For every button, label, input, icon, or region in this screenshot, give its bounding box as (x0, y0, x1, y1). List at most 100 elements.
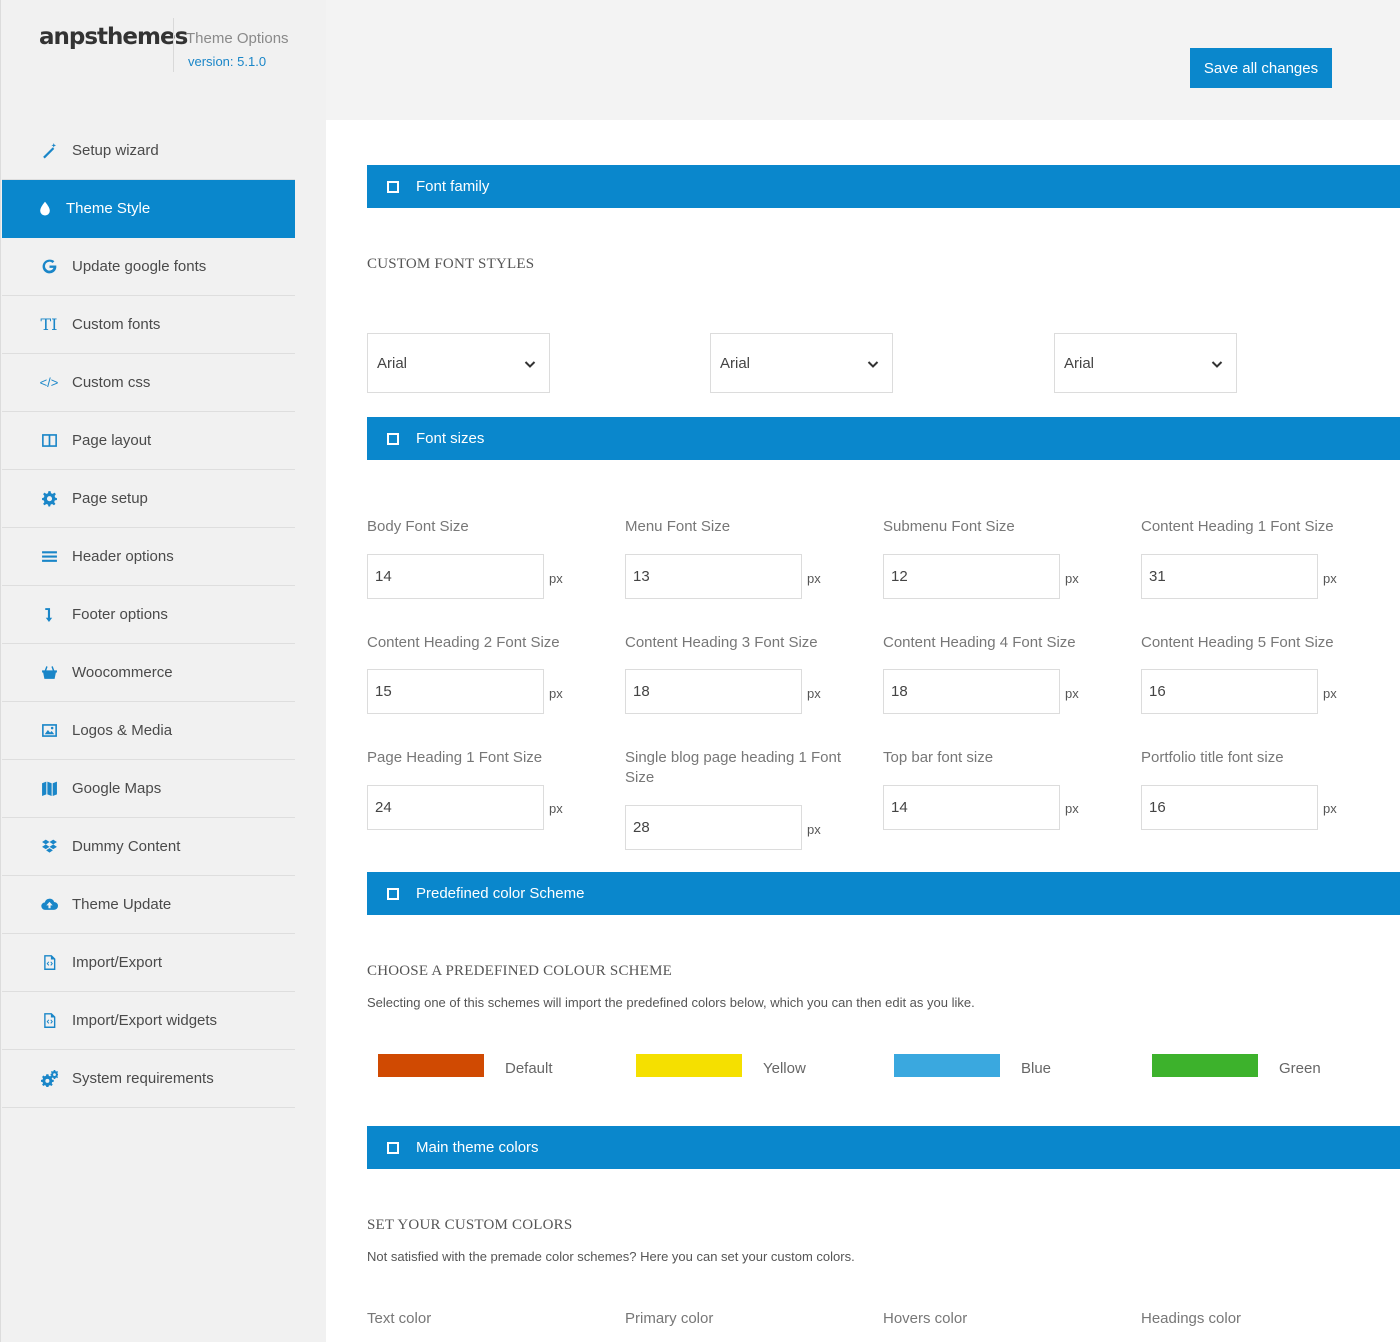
single-blog-heading-font-size-input[interactable] (625, 805, 802, 850)
unit-label: px (549, 686, 563, 701)
sidebar-item-logos-media[interactable]: Logos & Media (2, 702, 295, 760)
unit-label: px (807, 686, 821, 701)
swatch-default[interactable] (378, 1054, 484, 1077)
sidebar-item-page-layout[interactable]: Page layout (2, 412, 295, 470)
cogs-icon (38, 1070, 60, 1088)
font-select-3[interactable]: Arial (1054, 333, 1237, 393)
top-bar-font-size-input[interactable] (883, 785, 1060, 830)
sidebar-item-custom-css[interactable]: </> Custom css (2, 354, 295, 412)
section-header-font-sizes[interactable]: Font sizes (367, 417, 1400, 460)
sidebar-item-theme-update[interactable]: Theme Update (2, 876, 295, 934)
sidebar-item-label: Import/Export widgets (72, 1012, 218, 1029)
brand-logo: anpsthemes (39, 24, 188, 50)
sidebar-item-setup-wizard[interactable]: Setup wizard (2, 122, 295, 180)
sidebar-item-label: Theme Update (72, 896, 172, 913)
field-label: Content Heading 3 Font Size (625, 634, 818, 651)
image-icon (38, 722, 60, 740)
menu-font-size-input[interactable] (625, 554, 802, 599)
page-heading-1-font-size-input[interactable] (367, 785, 544, 830)
sidebar-item-header-options[interactable]: Header options (2, 528, 295, 586)
color-label-primary: Primary color (625, 1310, 714, 1327)
field-label: Content Heading 2 Font Size (367, 634, 560, 651)
sidebar-item-label: Custom css (72, 374, 151, 391)
content-heading-3-font-size-input[interactable] (625, 669, 802, 714)
sidebar-item-label: Woocommerce (72, 664, 173, 681)
cloud-upload-icon (38, 896, 60, 914)
sidebar-item-system-requirements[interactable]: System requirements (2, 1050, 295, 1108)
chevron-down-icon (524, 361, 536, 368)
save-all-changes-button[interactable]: Save all changes (1190, 48, 1332, 88)
droplet-icon (38, 200, 52, 218)
field-label: Submenu Font Size (883, 518, 1015, 535)
submenu-font-size-input[interactable] (883, 554, 1060, 599)
unit-label: px (549, 801, 563, 816)
sidebar-item-label: Google Maps (72, 780, 162, 797)
content-heading-1-font-size-input[interactable] (1141, 554, 1318, 599)
sidebar-item-label: Page layout (72, 432, 152, 449)
chevron-down-icon (867, 361, 879, 368)
field-label: Body Font Size (367, 518, 469, 535)
swatch-label[interactable]: Green (1279, 1060, 1321, 1077)
content-heading-4-font-size-input[interactable] (883, 669, 1060, 714)
sidebar-item-label: Logos & Media (72, 722, 173, 739)
sidebar-item-label: Custom fonts (72, 316, 161, 333)
swatch-label[interactable]: Default (505, 1060, 553, 1077)
basket-icon (38, 664, 60, 682)
magic-wand-icon (38, 142, 60, 160)
sidebar-item-woocommerce[interactable]: Woocommerce (2, 644, 295, 702)
section-header-main-theme-colors[interactable]: Main theme colors (367, 1126, 1400, 1169)
sidebar-item-theme-style[interactable]: Theme Style (2, 180, 295, 238)
sidebar-item-label: Setup wizard (72, 142, 159, 159)
sidebar-item-page-setup[interactable]: Page setup (2, 470, 295, 528)
custom-font-styles-heading: CUSTOM FONT STYLES (367, 256, 535, 272)
choose-colour-scheme-heading: CHOOSE A PREDEFINED COLOUR SCHEME (367, 963, 672, 979)
code-icon: </> (39, 375, 59, 390)
unit-label: px (1065, 686, 1079, 701)
sidebar-item-update-google-fonts[interactable]: Update google fonts (2, 238, 295, 296)
swatch-blue[interactable] (894, 1054, 1000, 1077)
menu-lines-icon (38, 548, 60, 566)
content-heading-5-font-size-input[interactable] (1141, 669, 1318, 714)
sidebar-item-import-export[interactable]: Import/Export (2, 934, 295, 992)
section-title: Main theme colors (416, 1139, 539, 1156)
swatch-yellow[interactable] (636, 1054, 742, 1077)
unit-label: px (549, 571, 563, 586)
sidebar-item-google-maps[interactable]: Google Maps (2, 760, 295, 818)
font-select-2[interactable]: Arial (710, 333, 893, 393)
field-label: Content Heading 1 Font Size (1141, 518, 1334, 535)
body-font-size-input[interactable] (367, 554, 544, 599)
color-label-hovers: Hovers color (883, 1310, 968, 1327)
gear-icon (38, 490, 60, 508)
code-file-icon (38, 1012, 60, 1030)
sidebar-item-label: Dummy Content (72, 838, 181, 855)
brand-divider (173, 18, 174, 72)
collapse-square-icon (387, 432, 399, 445)
font-select-1[interactable]: Arial (367, 333, 550, 393)
collapse-square-icon (387, 887, 399, 900)
sidebar-item-label: System requirements (72, 1070, 214, 1087)
swatch-label[interactable]: Yellow (763, 1060, 806, 1077)
sidebar-item-import-export-widgets[interactable]: Import/Export widgets (2, 992, 295, 1050)
sidebar-item-footer-options[interactable]: Footer options (2, 586, 295, 644)
columns-icon (38, 432, 60, 450)
sidebar-item-custom-fonts[interactable]: TI Custom fonts (2, 296, 295, 354)
swatch-green[interactable] (1152, 1054, 1258, 1077)
brand-subtitle: Theme Options (186, 30, 289, 47)
section-header-font-family[interactable]: Font family (367, 165, 1400, 208)
sidebar-item-label: Footer options (72, 606, 168, 623)
content-heading-2-font-size-input[interactable] (367, 669, 544, 714)
portfolio-title-font-size-input[interactable] (1141, 785, 1318, 830)
chevron-down-icon (1211, 361, 1223, 368)
field-label: Content Heading 4 Font Size (883, 634, 1076, 651)
section-title: Font family (416, 178, 490, 195)
sidebar: anpsthemes Theme Options version: 5.1.0 … (0, 0, 326, 1342)
google-icon (38, 258, 60, 276)
sidebar-nav: Setup wizard Theme Style Update google f… (2, 122, 295, 1108)
sidebar-item-dummy-content[interactable]: Dummy Content (2, 818, 295, 876)
section-header-predefined-color-scheme[interactable]: Predefined color Scheme (367, 872, 1400, 915)
field-label: Top bar font size (883, 749, 994, 766)
sidebar-item-label: Header options (72, 548, 174, 565)
unit-label: px (1323, 571, 1337, 586)
swatch-label[interactable]: Blue (1021, 1060, 1052, 1077)
color-label-text: Text color (367, 1310, 432, 1327)
